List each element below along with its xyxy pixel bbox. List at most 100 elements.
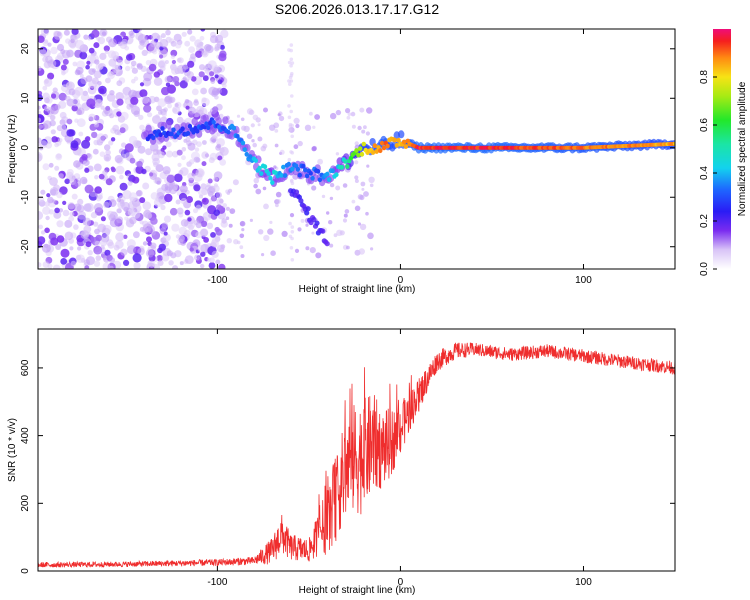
ridge-core — [297, 172, 302, 178]
scatter-blob — [228, 188, 233, 193]
noise-blob — [71, 105, 78, 112]
streak-blob — [290, 230, 295, 234]
noise-blob — [53, 210, 62, 219]
noise-blob — [161, 222, 169, 229]
noise-blob — [100, 216, 106, 222]
ridge-core — [358, 146, 363, 152]
noise-blob — [187, 172, 196, 181]
noise-blob — [211, 250, 219, 258]
ridge-branch — [305, 206, 311, 212]
noise-blob — [201, 197, 209, 205]
scatter-blob — [267, 228, 274, 235]
noise-blob — [108, 140, 114, 146]
scatter-blob — [315, 252, 322, 259]
scatter-blob — [263, 234, 270, 242]
scatter-blob — [339, 230, 345, 236]
noise-blob — [93, 221, 99, 227]
noise-blob — [107, 241, 115, 249]
noise-blob — [195, 231, 202, 239]
noise-blob — [84, 265, 90, 269]
noise-blob — [139, 197, 146, 204]
noise-blob — [137, 247, 145, 256]
noise-blob — [121, 142, 127, 148]
scatter-blob — [277, 113, 281, 117]
colorbar-ticks: 0.0 0.2 0.4 0.6 0.8 — [699, 70, 717, 276]
noise-blob — [200, 263, 205, 269]
scatter-blob — [350, 111, 356, 117]
scatter-blob — [249, 109, 255, 116]
streak-blob — [287, 48, 291, 52]
streak-blob — [290, 94, 294, 98]
noise-blob — [47, 196, 54, 204]
scatter-blob — [297, 140, 303, 147]
noise-blob — [49, 177, 58, 186]
scatter-blob — [335, 109, 342, 116]
noise-blob — [161, 253, 170, 262]
scatter-blob — [342, 183, 348, 188]
noise-blob — [145, 148, 153, 156]
noise-blob — [44, 105, 50, 112]
noise-blob — [93, 260, 101, 267]
noise-blob — [212, 106, 219, 113]
noise-blob — [76, 60, 85, 70]
noise-blob — [202, 75, 209, 82]
noise-blob — [129, 216, 137, 225]
noise-blob — [42, 85, 48, 91]
noise-blob — [190, 76, 197, 82]
ridge-core — [244, 151, 249, 157]
noise-blob — [174, 250, 182, 258]
noise-blob — [219, 146, 229, 156]
noise-blob — [179, 184, 188, 193]
scatter-blob — [311, 185, 317, 191]
colorbar-gradient — [713, 29, 731, 269]
colorbar-tick-label: 0.6 — [699, 118, 710, 132]
scatter-blob — [311, 146, 317, 152]
noise-blob — [105, 149, 111, 156]
noise-blob — [167, 103, 173, 109]
scatter-blob — [354, 179, 359, 183]
noise-blob — [147, 43, 158, 54]
streak-blob — [288, 75, 293, 80]
scatter-blob — [229, 210, 234, 214]
ridge-core — [317, 177, 323, 183]
noise-blob — [207, 186, 216, 196]
scatter-blob — [273, 165, 277, 169]
ridge-core — [374, 149, 379, 154]
noise-blob — [87, 250, 93, 256]
noise-blob — [150, 192, 159, 200]
noise-blob — [96, 196, 102, 202]
noise-blob — [61, 49, 71, 59]
noise-blob — [171, 59, 176, 65]
noise-blob — [50, 129, 56, 135]
noise-blob — [41, 123, 49, 130]
scatter-blob — [309, 247, 316, 254]
ridge-core — [279, 173, 284, 178]
scatter-blob — [346, 115, 351, 120]
noise-blob — [119, 41, 128, 49]
scatter-blob — [351, 199, 356, 204]
noise-blob — [82, 217, 92, 226]
streak-blob — [288, 128, 292, 132]
noise-blob — [218, 263, 226, 269]
noise-blob — [87, 36, 92, 41]
noise-blob — [207, 178, 213, 184]
noise-blob — [58, 173, 64, 179]
noise-blob — [125, 54, 133, 61]
noise-blob — [213, 177, 218, 182]
scatter-blob — [240, 254, 245, 258]
noise-blob — [74, 86, 84, 96]
noise-blob — [38, 262, 42, 268]
noise-blob — [61, 84, 69, 92]
noise-blob — [93, 163, 102, 172]
ridge-core — [394, 143, 399, 148]
noise-blob — [181, 147, 187, 152]
noise-blob — [188, 46, 196, 53]
noise-blob — [200, 87, 208, 95]
ridge-core — [270, 180, 275, 186]
noise-blob — [93, 70, 102, 79]
noise-blob — [194, 147, 200, 152]
noise-blob — [145, 249, 155, 258]
streak-blob — [290, 258, 295, 262]
noise-blob — [220, 220, 228, 228]
